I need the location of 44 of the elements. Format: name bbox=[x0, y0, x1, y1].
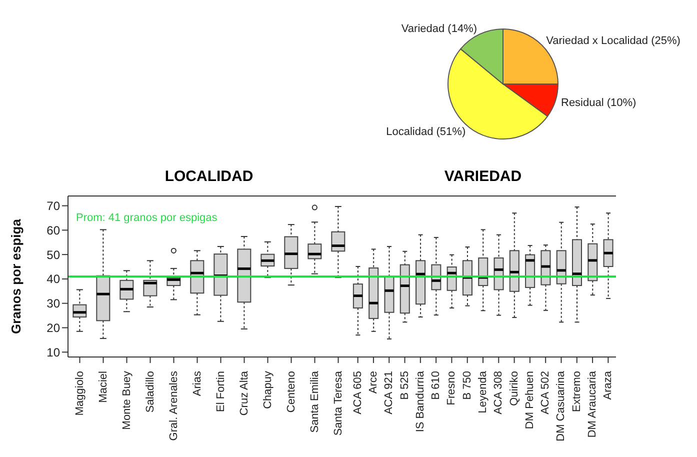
x-tick-label: Leyenda bbox=[477, 370, 489, 414]
x-tick-label: DM Casuarina bbox=[555, 370, 568, 442]
x-tick-label: Arce bbox=[367, 371, 380, 394]
x-tick-label: DM Araucaria bbox=[586, 370, 599, 438]
slice-label: Residual (10%) bbox=[561, 96, 636, 109]
x-tick-label: ACA 605 bbox=[352, 371, 364, 414]
x-tick-label: B 525 bbox=[398, 371, 411, 400]
x-tick-label: B 750 bbox=[461, 371, 474, 400]
x-tick-label: ACA 921 bbox=[383, 371, 396, 414]
x-tick-label: ACA 308 bbox=[492, 371, 505, 414]
x-tick-label: Fresno bbox=[446, 371, 458, 406]
y-tick-label: 20 bbox=[46, 320, 60, 335]
y-axis-title: Granos por espiga bbox=[8, 218, 24, 334]
x-tick-label: Araza bbox=[602, 370, 614, 400]
y-tick-label: 30 bbox=[46, 296, 60, 311]
x-tick-label: DM Pehuen bbox=[524, 371, 536, 430]
x-tick-label: ACA 502 bbox=[540, 371, 552, 414]
y-tick-label: 10 bbox=[46, 345, 60, 360]
slice-label: Variedad x Localidad (25%) bbox=[546, 34, 680, 47]
x-tick-label: Gral. Arenales bbox=[168, 370, 180, 441]
x-tick-label: Centeno bbox=[285, 371, 298, 413]
x-tick-label: IS Bandurria bbox=[414, 370, 426, 432]
x-tick-label: Arias bbox=[191, 370, 204, 396]
y-tick-label: 50 bbox=[46, 248, 60, 262]
chart-title: LOCALIDAD bbox=[164, 168, 254, 185]
x-tick-label: Santa Teresa bbox=[332, 370, 344, 436]
x-tick-label: Monte Buey bbox=[120, 370, 133, 430]
chart-title: VARIEDAD bbox=[443, 168, 523, 185]
x-tick-label: Chapuy bbox=[262, 370, 274, 409]
x-tick-label: El Fortin bbox=[214, 371, 227, 412]
y-tick-label: 70 bbox=[46, 199, 60, 214]
y-tick-label: 60 bbox=[46, 223, 60, 238]
x-tick-label: Santa Emilia bbox=[308, 370, 321, 433]
slice-label: Variedad (14%) bbox=[401, 22, 478, 35]
x-tick-label: Maciel bbox=[97, 371, 110, 403]
x-tick-label: Extremo bbox=[570, 371, 583, 412]
x-tick-label: Maggiolo bbox=[74, 371, 86, 416]
ref-line-label: Prom: 41 granos por espigas bbox=[76, 212, 218, 224]
x-tick-label: Quiriko bbox=[508, 371, 520, 406]
x-tick-label: B 610 bbox=[430, 371, 442, 400]
x-tick-label: Saladillo bbox=[144, 371, 156, 413]
slice-label: Localidad (51%) bbox=[386, 126, 466, 138]
x-tick-label: Cruz Alta bbox=[238, 370, 250, 416]
y-tick-label: 40 bbox=[46, 272, 60, 286]
